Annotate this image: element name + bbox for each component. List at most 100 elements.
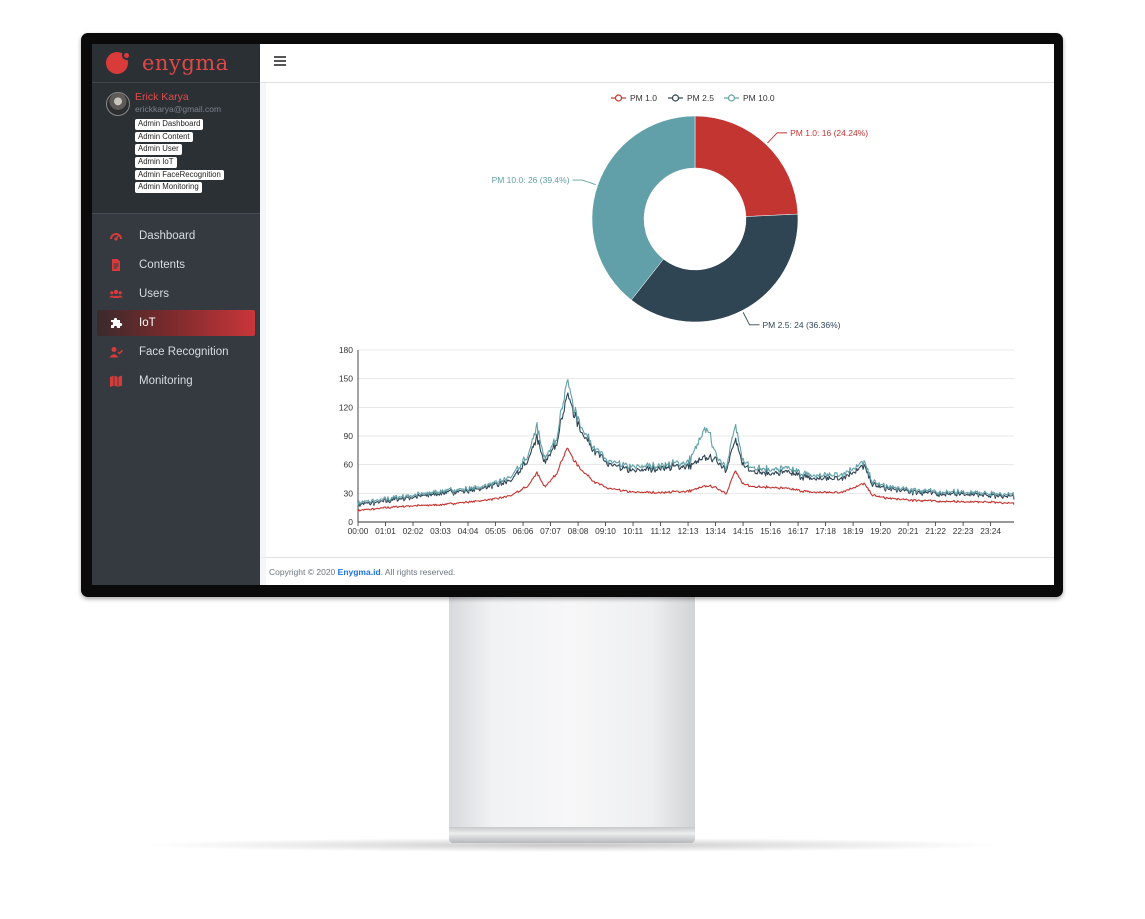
x-tick-label: 20:21 [898, 526, 919, 536]
x-tick-label: 14:15 [733, 526, 754, 536]
x-tick-label: 10:11 [623, 526, 644, 536]
x-tick-label: 09:10 [595, 526, 616, 536]
brand[interactable]: enygma [92, 44, 260, 83]
user-email: erickkarya@gmail.com [135, 104, 222, 114]
series-line-pm100 [357, 379, 1015, 506]
user-panel: Erick Karya erickkarya@gmail.com Admin D… [92, 83, 260, 214]
sidebar-item-label: Contents [139, 259, 186, 271]
x-tick-label: 05:05 [485, 526, 506, 536]
sidebar-item-face-recognition[interactable]: Face Recognition [97, 339, 255, 365]
sidebar: enygma Erick Karya erickkarya@gmail.com … [92, 44, 260, 585]
donut-label-line [767, 132, 788, 144]
hamburger-menu-icon[interactable] [274, 56, 286, 68]
donut-slice [630, 213, 799, 323]
donut-slice [694, 115, 799, 217]
map-icon [109, 374, 123, 388]
role-badge: Admin User [135, 144, 182, 155]
donut-label-line [742, 312, 760, 326]
donut-label-line [572, 179, 596, 186]
role-badge: Admin IoT [135, 157, 177, 168]
x-tick-label: 11:12 [650, 526, 671, 536]
brand-logo-icon [106, 51, 131, 74]
legend-item[interactable]: PM 1.0 [611, 93, 657, 103]
x-tick-label: 12:13 [678, 526, 699, 536]
legend-marker [727, 94, 736, 102]
pm-line-chart: 0 30 60 90 120 150 180 00:00 01:01 02:02 03:03 04:0… [339, 345, 1015, 536]
x-tick-label: 03:03 [430, 526, 451, 536]
footer-suffix: . All rights reserved. [380, 567, 456, 577]
x-tick-label: 00:00 [348, 526, 369, 536]
legend-marker [671, 94, 680, 102]
sidebar-item-dashboard[interactable]: Dashboard [97, 223, 255, 249]
sidebar-item-users[interactable]: Users [97, 281, 255, 307]
legend-item[interactable]: PM 2.5 [668, 93, 714, 103]
stand-shadow [150, 838, 995, 852]
puzzle-icon [109, 316, 123, 330]
legend-label: PM 2.5 [687, 93, 714, 103]
x-tick-label: 15:16 [760, 526, 781, 536]
iot-content: PM 1.0 PM 2.5 PM 10.0 PM 1.0: 16 (24.24%) P… [260, 83, 1054, 557]
x-tick-label: 18:19 [843, 526, 864, 536]
donut-label: PM 10.0: 26 (39.4%) [492, 175, 570, 185]
footer-link[interactable]: Enygma.id [337, 567, 381, 577]
x-tick-label: 01:01 [375, 526, 396, 536]
avatar[interactable] [106, 92, 130, 116]
user-name[interactable]: Erick Karya [135, 91, 189, 103]
topbar [260, 44, 1054, 83]
role-badge: Admin Content [135, 131, 193, 143]
sidebar-nav: Dashboard Contents Users IoT [92, 214, 260, 394]
chart-legend[interactable]: PM 1.0 PM 2.5 PM 10.0 [611, 93, 775, 103]
y-tick-label: 120 [339, 402, 353, 412]
x-tick-label: 19:20 [870, 526, 891, 536]
footer-copyright: Copyright © 2020 [269, 567, 336, 577]
x-tick-label: 13:14 [705, 526, 726, 536]
x-tick-label: 21:22 [925, 526, 946, 536]
monitor-stand-base [449, 827, 695, 843]
donut-label: PM 2.5: 24 (36.36%) [763, 320, 841, 330]
charts-canvas: PM 1.0 PM 2.5 PM 10.0 PM 1.0: 16 (24.24%)P… [339, 93, 1015, 536]
role-badge: Admin FaceRecognition [135, 169, 224, 181]
sidebar-item-label: Monitoring [139, 375, 193, 387]
sidebar-item-label: Face Recognition [139, 346, 229, 358]
users-icon [109, 287, 123, 301]
x-tick-label: 02:02 [403, 526, 424, 536]
role-badges: Admin Dashboard Admin Content Admin User… [135, 119, 224, 195]
monitor-stand [449, 597, 695, 829]
sidebar-item-label: Dashboard [139, 230, 196, 242]
sidebar-item-monitoring[interactable]: Monitoring [97, 368, 255, 394]
y-tick-label: 180 [339, 345, 353, 355]
sidebar-item-contents[interactable]: Contents [97, 252, 255, 278]
legend-item[interactable]: PM 10.0 [724, 93, 775, 103]
role-badge: Admin Dashboard [135, 119, 204, 130]
footer: Copyright © 2020 Enygma.id. All rights r… [260, 557, 1054, 585]
user-check-icon [109, 345, 123, 359]
x-tick-label: 17:18 [815, 526, 836, 536]
series-line-pm10 [357, 447, 1015, 512]
file-icon [109, 258, 123, 272]
y-tick-label: 0 [348, 517, 353, 527]
brand-name: enygma [142, 51, 229, 75]
legend-label: PM 1.0 [630, 93, 657, 103]
x-tick-label: 08:08 [568, 526, 589, 536]
x-tick-label: 16:17 [788, 526, 809, 536]
y-tick-label: 30 [344, 488, 354, 498]
sidebar-item-label: IoT [139, 317, 156, 329]
legend-marker [614, 94, 623, 102]
x-tick-label: 06:06 [513, 526, 534, 536]
pm-donut-chart: PM 1.0: 16 (24.24%) PM 2.5: 24 (36.36%) PM… [492, 115, 868, 330]
donut-label: PM 1.0: 16 (24.24%) [790, 128, 868, 138]
y-tick-label: 150 [339, 374, 353, 384]
sidebar-item-iot[interactable]: IoT [97, 310, 255, 336]
x-tick-label: 04:04 [458, 526, 479, 536]
sidebar-item-label: Users [139, 288, 170, 300]
role-badge: Admin Monitoring [135, 182, 202, 193]
series-line-pm25 [357, 392, 1015, 508]
y-tick-label: 90 [344, 431, 354, 441]
donut-slice [591, 115, 696, 301]
x-tick-label: 07:07 [540, 526, 561, 536]
x-tick-label: 22:23 [953, 526, 974, 536]
monitor-screen: enygma Erick Karya erickkarya@gmail.com … [92, 44, 1054, 585]
x-tick-label: 23:24 [980, 526, 1001, 536]
dashboard-gauge-icon [109, 229, 123, 243]
legend-label: PM 10.0 [743, 93, 775, 103]
